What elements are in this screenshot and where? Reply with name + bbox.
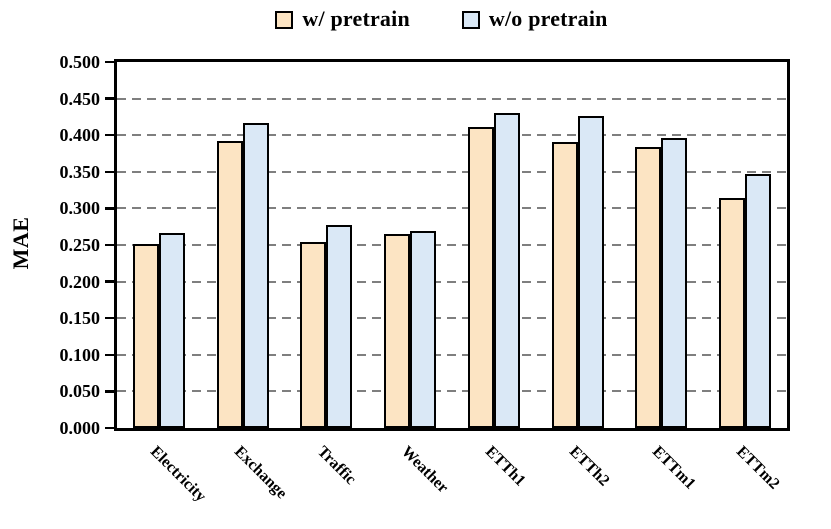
legend-item-with-pretrain: w/ pretrain [275, 6, 410, 32]
bar-without-pretrain-weather [410, 231, 437, 428]
y-axis-tick [105, 316, 114, 320]
y-axis-tick [105, 60, 114, 64]
y-axis-tick-label: 0.300 [59, 198, 101, 219]
chart-legend: w/ pretrain w/o pretrain [0, 6, 831, 32]
bar-with-pretrain-weather [384, 234, 411, 428]
bar-without-pretrain-exchange [242, 123, 269, 428]
y-axis-tick-label: 0.150 [59, 308, 101, 329]
y-axis-tick-label: 0.000 [59, 418, 101, 438]
y-axis-tick-label: 0.350 [59, 161, 101, 182]
bar-without-pretrain-ettm2 [745, 174, 772, 428]
legend-label: w/o pretrain [488, 6, 608, 31]
x-axis-label-electricity: Electricity [146, 443, 210, 506]
bar-with-pretrain-ettm1 [635, 147, 662, 428]
y-axis-tick [105, 390, 114, 393]
x-axis-label-ettm1: ETTm1 [649, 443, 700, 493]
bar-without-pretrain-ettm1 [661, 138, 688, 428]
bar-with-pretrain-traffic [300, 242, 327, 428]
x-axis-label-ettm2: ETTm2 [733, 443, 783, 493]
x-axis-label-exchange: Exchange [230, 443, 290, 503]
gridline [117, 170, 787, 173]
gridline [117, 97, 787, 100]
plot-area [114, 59, 790, 431]
bar-without-pretrain-traffic [326, 225, 353, 428]
legend-item-without-pretrain: w/o pretrain [461, 6, 608, 32]
y-axis-tick-label: 0.250 [59, 235, 101, 255]
y-axis-tick-label: 0.100 [59, 344, 101, 365]
x-axis-label-etth2: ETTh2 [565, 443, 613, 490]
bar-without-pretrain-etth1 [493, 113, 520, 428]
y-axis-tick [105, 207, 114, 210]
y-axis-tick [105, 170, 114, 174]
gridline [117, 280, 787, 283]
gridline [117, 207, 787, 210]
y-axis-tick-label: 0.050 [59, 381, 101, 402]
gridline [117, 244, 787, 246]
legend-label: w/ pretrain [302, 6, 410, 31]
y-axis-tick-label: 0.450 [59, 88, 101, 109]
y-axis-tick [105, 97, 114, 100]
legend-swatch-icon [461, 11, 480, 29]
y-axis-tick-label: 0.500 [59, 52, 101, 72]
x-axis-label-etth1: ETTh1 [481, 443, 529, 490]
y-axis-tick [105, 426, 114, 430]
gridline [117, 353, 787, 356]
y-axis-tick [105, 280, 114, 283]
y-axis-tick [105, 133, 114, 137]
bar-without-pretrain-etth2 [577, 116, 604, 428]
y-axis-tick [105, 353, 114, 357]
y-axis-tick-label: 0.400 [59, 125, 101, 146]
y-axis-tick [105, 243, 114, 247]
bar-with-pretrain-exchange [216, 141, 243, 428]
x-axis-label-traffic: Traffic [314, 443, 360, 489]
legend-swatch-icon [275, 11, 294, 29]
bar-with-pretrain-ettm2 [719, 198, 746, 428]
bar-with-pretrain-electricity [132, 244, 159, 428]
gridline [117, 390, 787, 393]
bar-with-pretrain-etth1 [467, 127, 494, 428]
gridline [117, 134, 787, 137]
bar-without-pretrain-electricity [158, 233, 185, 428]
gridline [117, 317, 787, 320]
y-axis-tick-label: 0.200 [59, 271, 101, 292]
x-axis-label-weather: Weather [398, 443, 452, 497]
bar-with-pretrain-etth2 [551, 142, 578, 428]
